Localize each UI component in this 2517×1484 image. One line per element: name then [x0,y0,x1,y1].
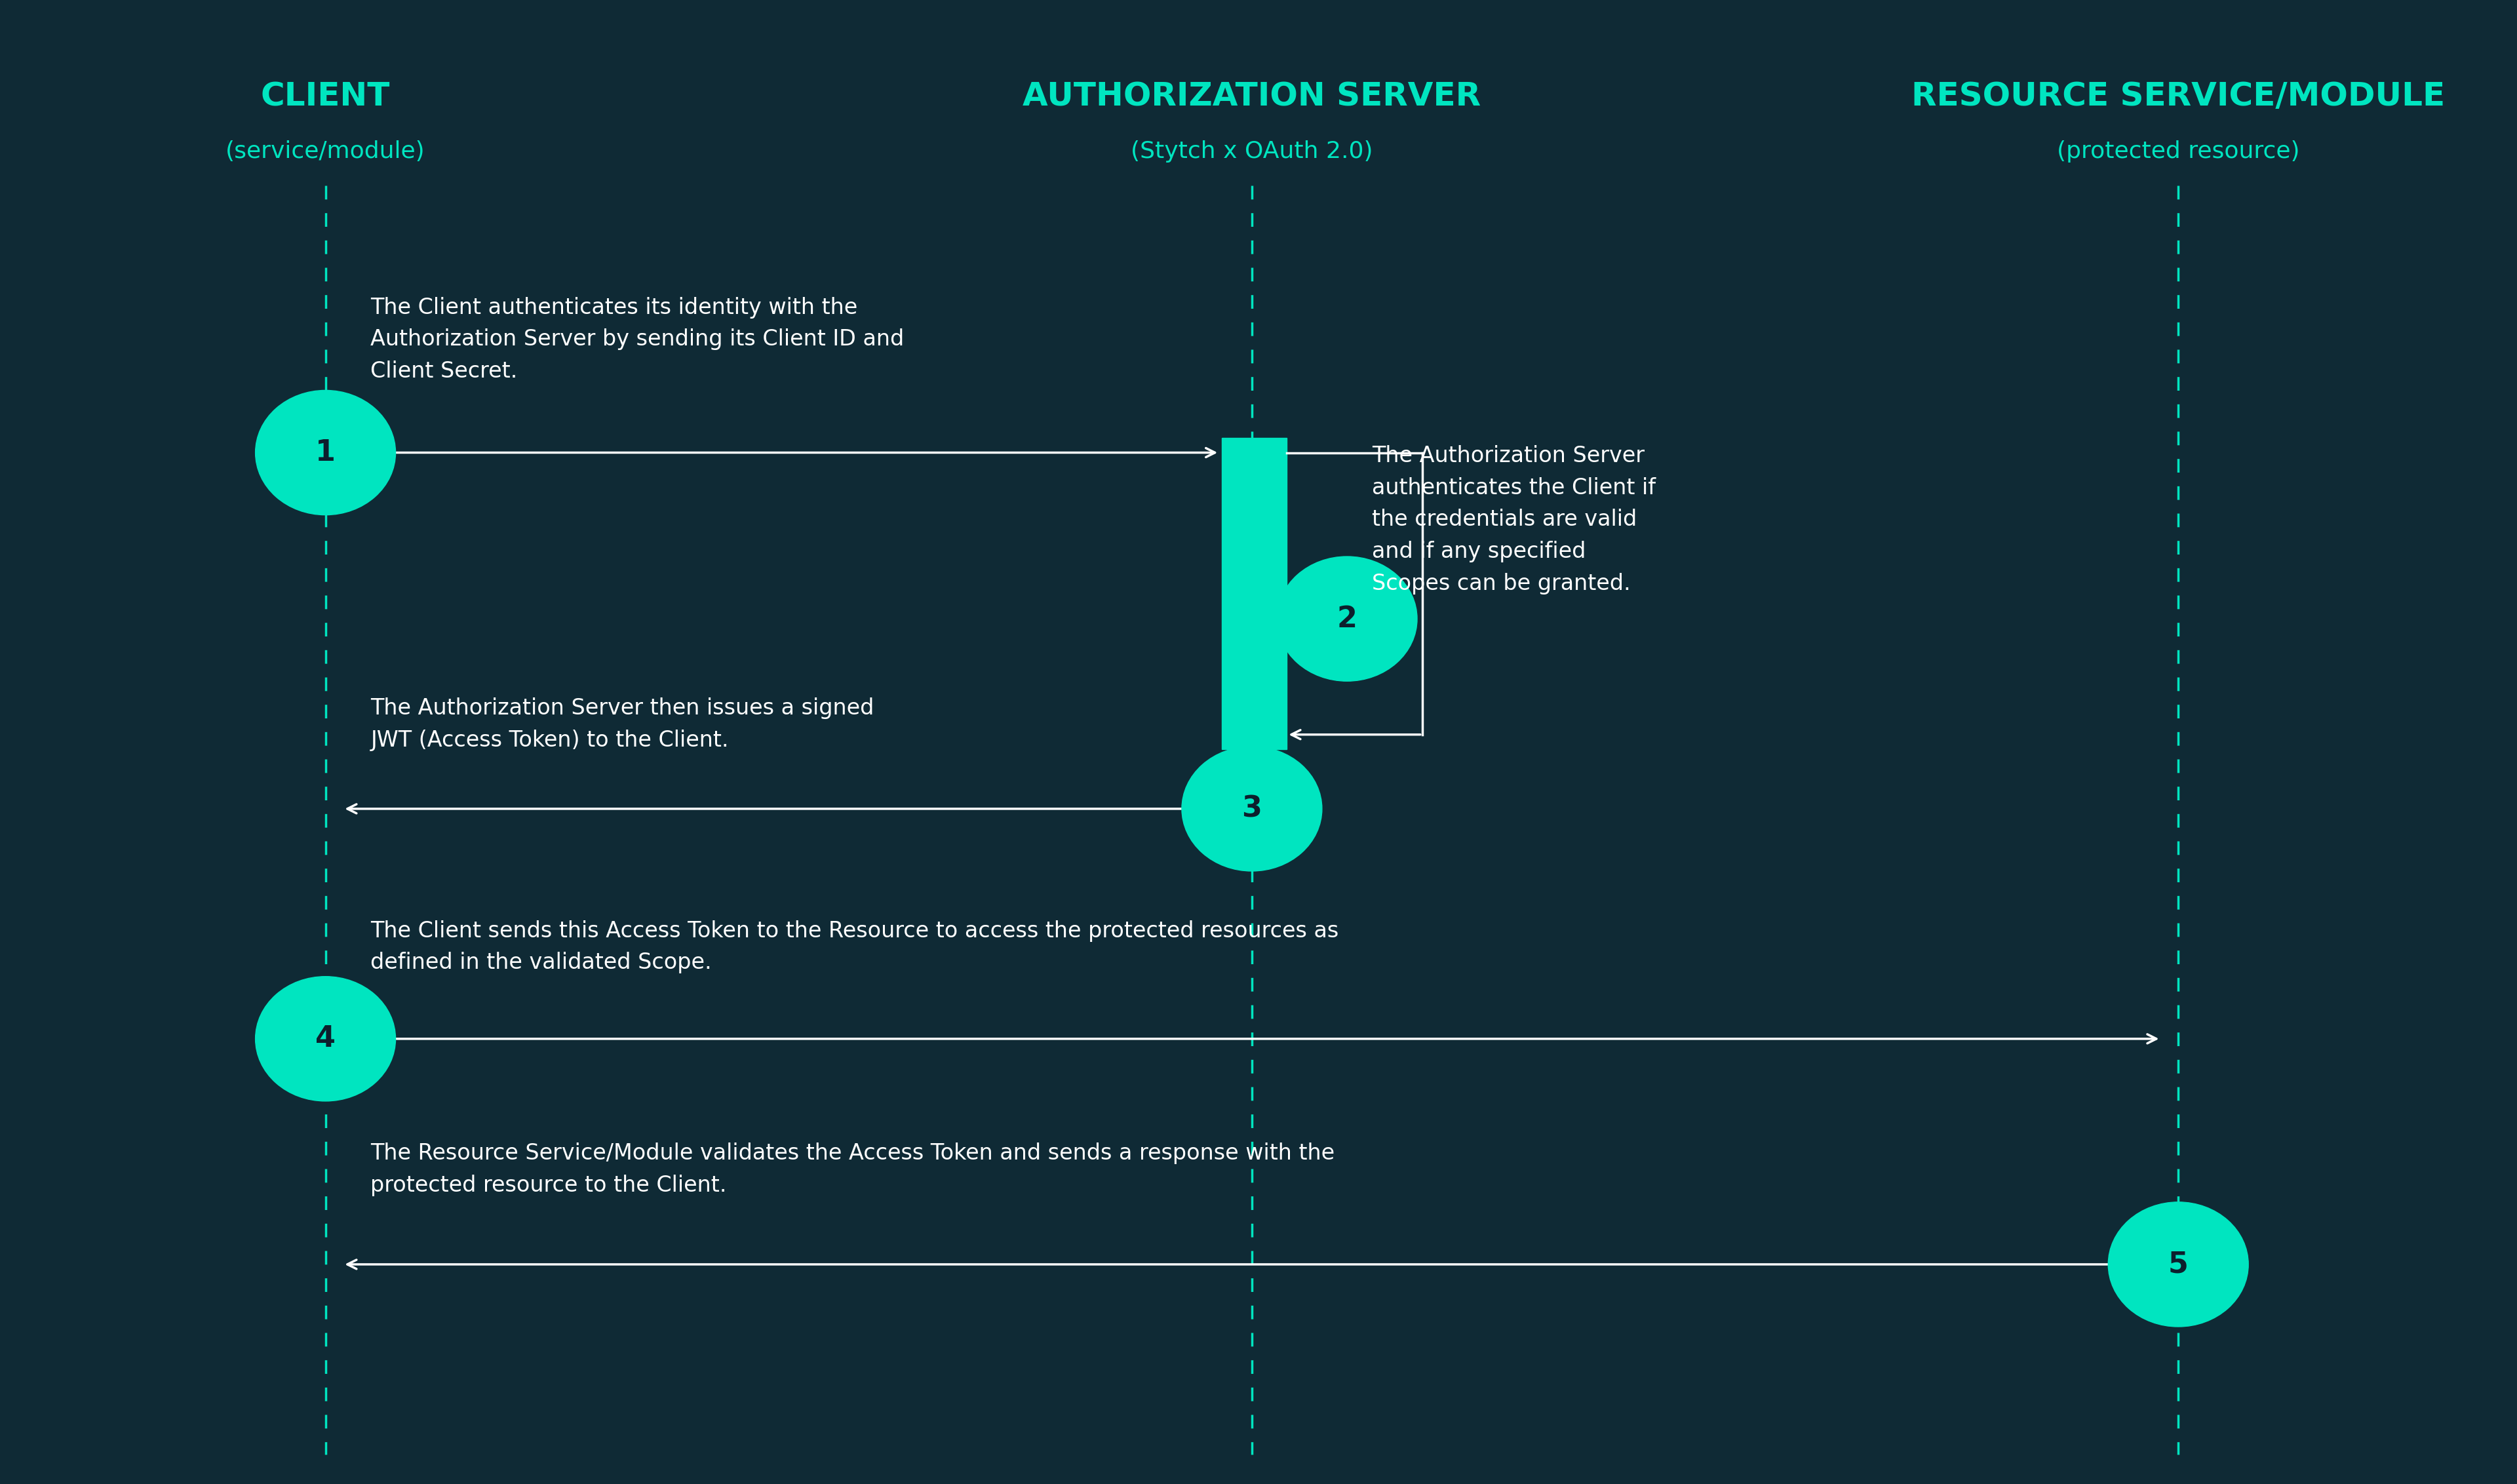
Text: The Authorization Server then issues a signed
JWT (Access Token) to the Client.: The Authorization Server then issues a s… [370,697,873,751]
Text: 2: 2 [1337,605,1357,632]
Ellipse shape [254,976,395,1101]
Ellipse shape [2109,1202,2248,1327]
Text: 3: 3 [1241,795,1261,822]
Text: 4: 4 [315,1025,335,1052]
Ellipse shape [1276,556,1417,681]
Text: (service/module): (service/module) [227,139,425,163]
FancyBboxPatch shape [1221,438,1286,749]
Text: 5: 5 [2167,1251,2187,1278]
Text: (protected resource): (protected resource) [2056,139,2301,163]
Text: The Authorization Server
authenticates the Client if
the credentials are valid
a: The Authorization Server authenticates t… [1372,445,1656,594]
Ellipse shape [1183,746,1321,871]
Text: The Resource Service/Module validates the Access Token and sends a response with: The Resource Service/Module validates th… [370,1143,1334,1196]
Text: 1: 1 [315,439,335,466]
Text: AUTHORIZATION SERVER: AUTHORIZATION SERVER [1022,80,1480,113]
Text: RESOURCE SERVICE/MODULE: RESOURCE SERVICE/MODULE [1910,80,2444,113]
Text: (Stytch x OAuth 2.0): (Stytch x OAuth 2.0) [1130,139,1372,163]
Ellipse shape [254,390,395,515]
Text: The Client sends this Access Token to the Resource to access the protected resou: The Client sends this Access Token to th… [370,920,1339,974]
Text: CLIENT: CLIENT [262,80,390,113]
Text: The Client authenticates its identity with the
Authorization Server by sending i: The Client authenticates its identity wi… [370,297,904,383]
